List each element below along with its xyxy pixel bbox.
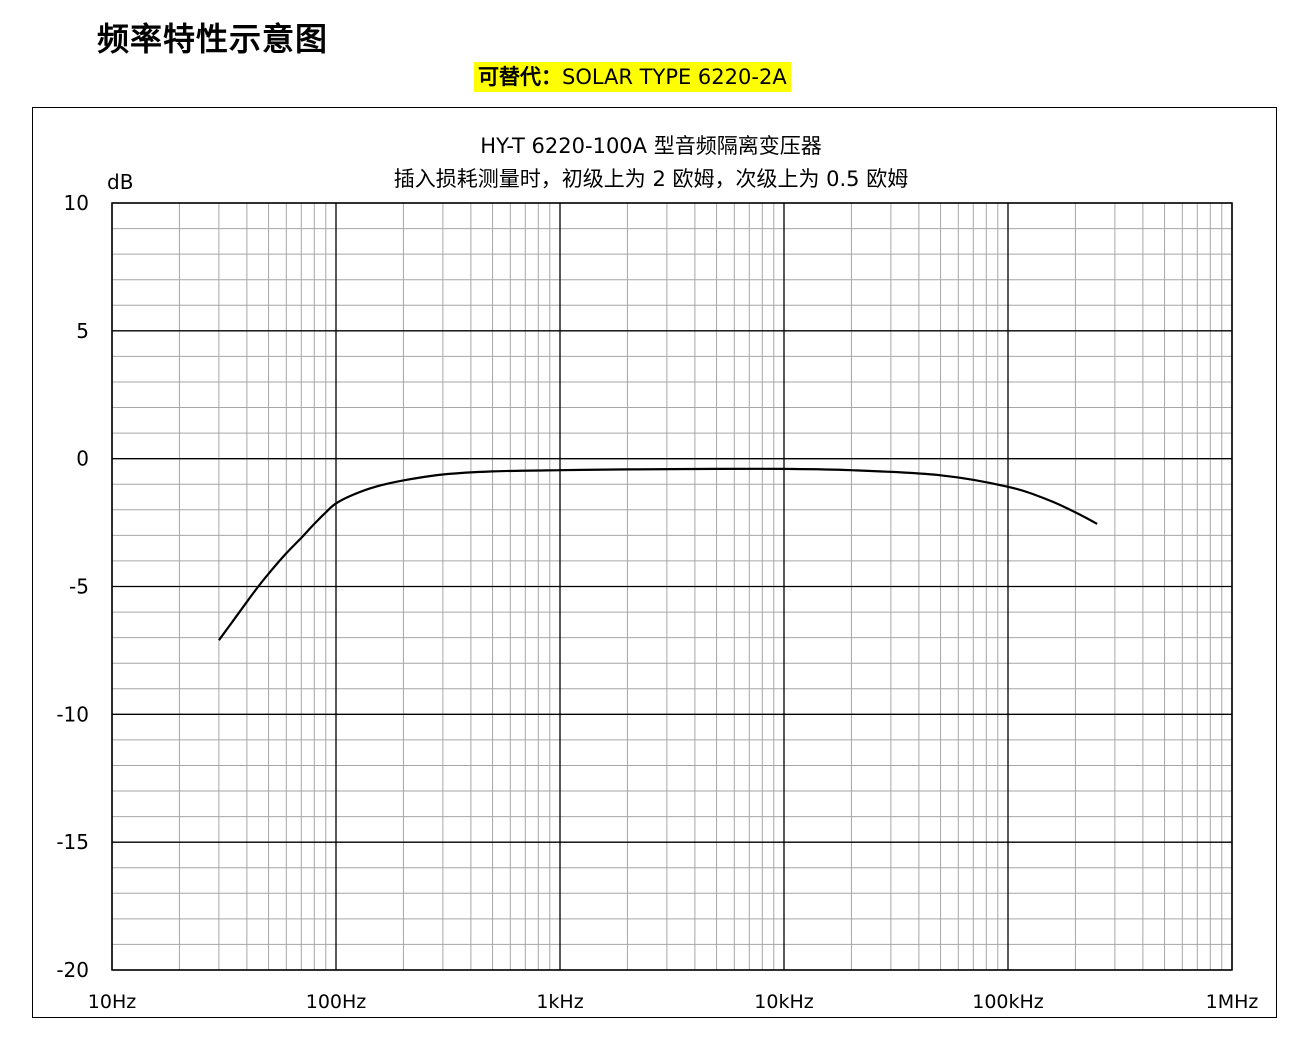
y-tick-label: -5 (69, 575, 89, 599)
y-tick-label: -15 (56, 830, 89, 854)
y-axis-label: dB (107, 170, 133, 194)
tick-labels: 10 5 0 -5 -10 -15 -20 10Hz 100Hz 1kHz 10kHz 100kHz 1… (56, 191, 1258, 1013)
chart-title: HY-T 6220-100A 型音频隔离变压器 (480, 134, 821, 158)
substitute-value: SOLAR TYPE 6220-2A (562, 65, 787, 89)
y-tick-label: 0 (76, 447, 89, 471)
major-grid (111, 202, 1233, 971)
y-tick-label: 10 (64, 191, 89, 215)
x-tick-label: 100kHz (972, 991, 1044, 1013)
x-tick-label: 10Hz (88, 991, 136, 1013)
x-tick-label: 1kHz (536, 991, 583, 1013)
y-tick-label: -20 (56, 958, 89, 982)
response-curve (218, 467, 1098, 641)
chart-frame (32, 107, 1277, 1018)
series-group (218, 467, 1098, 641)
substitute-note: 可替代：SOLAR TYPE 6220-2A (474, 62, 791, 92)
y-tick-label: 5 (76, 319, 89, 343)
plot-border (111, 202, 1233, 971)
x-tick-label: 10kHz (754, 991, 813, 1013)
x-tick-label: 1MHz (1206, 991, 1259, 1013)
chart-subtitle: 插入损耗测量时，初级上为 2 欧姆，次级上为 0.5 欧姆 (394, 167, 908, 191)
x-tick-label: 100Hz (306, 991, 367, 1013)
y-tick-label: -10 (56, 702, 89, 726)
substitute-label: 可替代： (478, 65, 562, 89)
page-heading: 频率特性示意图 (97, 20, 329, 58)
